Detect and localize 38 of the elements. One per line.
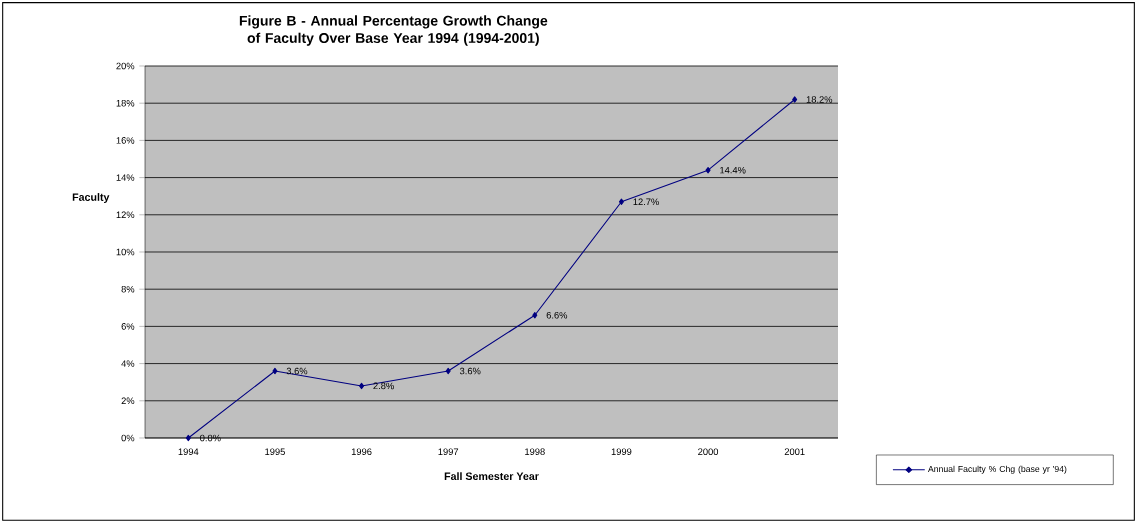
point [272,367,278,375]
point [705,166,711,174]
data-label: 12.7% [633,198,659,206]
y-tick-label: 20% [116,62,135,70]
y-tick-label: 12% [116,211,135,219]
x-tick-label: 1999 [611,448,632,455]
point [618,198,624,205]
point [445,367,451,375]
x-tick-label: 2000 [698,448,719,455]
y-axis-title: Faculty [72,193,110,204]
point [359,382,365,390]
data-label: 18.2% [806,96,833,103]
point [792,96,798,103]
data-label: 2.8% [373,382,394,390]
x-tick-label: 1994 [178,448,199,455]
y-tick-label: 6% [121,323,135,330]
y-tick-label: 16% [116,137,135,144]
y-tick-label: 18% [116,99,135,107]
data-label: 14.4% [720,166,746,174]
y-tick-label: 8% [121,285,135,293]
point [185,434,191,442]
data-label: 6.6% [546,311,568,319]
y-tick-label: 10% [116,248,135,256]
x-tick-label: 1996 [351,448,372,455]
point [532,312,538,319]
x-tick-label: 1997 [438,448,459,455]
data-label: 3.6% [459,367,481,375]
x-tick-label: 1998 [525,448,545,455]
y-tick-label: 14% [116,174,135,181]
x-tick-label: 2001 [784,448,805,455]
chart-title: Figure B - Annual Percentage Growth Change of Faculty Over Base Year 1994 (1994-2001) [239,15,548,46]
y-tick-label: 4% [121,360,135,367]
x-axis-title: Fall Semester Year [444,472,539,480]
y-tick-label: 2% [121,397,135,405]
legend-label: Annual Faculty % Chg (base yr '94) [927,465,1067,474]
data-label: 3.6% [286,367,308,375]
x-tick-label: 1995 [265,448,285,455]
y-tick-label: 0% [121,434,135,442]
